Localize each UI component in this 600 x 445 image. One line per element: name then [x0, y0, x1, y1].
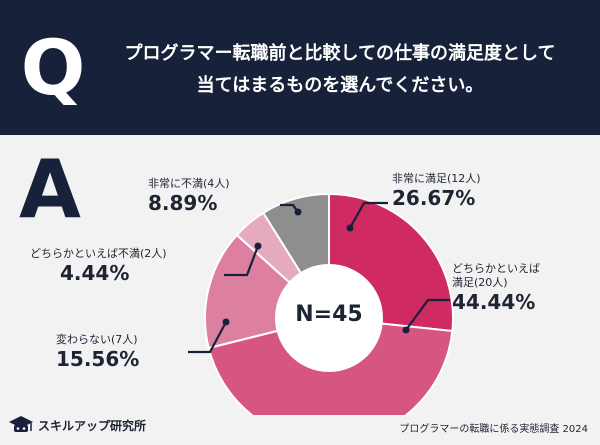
slice-percent-somewhat-dissatisfied: 4.44% [60, 261, 130, 285]
leader-dot-somewhat-dissatisfied [254, 242, 262, 250]
graduation-cap-icon [9, 416, 33, 432]
question-line-2: 当てはまるものを選んでください。 [196, 75, 484, 96]
label-somewhat-dissatisfied: どちらかといえば不満(2人) 4.44% [30, 247, 167, 285]
leader-line-somewhat-dissatisfied [224, 245, 260, 277]
label-very-satisfied: 非常に満足(12人) 26.67% [392, 172, 481, 210]
slice-percent-unchanged: 15.56% [56, 347, 140, 371]
question-header: Q プログラマー転職前と比較しての仕事の満足度として 当てはまるものを選んでくだ… [0, 0, 600, 135]
leader-line-very-satisfied [349, 201, 388, 229]
leader-dot-somewhat-satisfied [402, 326, 410, 334]
slice-label-somewhat-dissatisfied: どちらかといえば不満(2人) [30, 247, 167, 260]
leader-dot-very-satisfied [346, 224, 354, 232]
survey-title: プログラマーの転職に係る実態調査 2024 [399, 424, 588, 435]
slice-label-very-dissatisfied: 非常に不満(4人) [148, 177, 230, 190]
leader-line-somewhat-satisfied [405, 298, 450, 331]
slice-percent-very-dissatisfied: 8.89% [148, 191, 218, 215]
slice-label-unchanged: 変わらない(7人) [56, 333, 138, 346]
brand-logo: スキルアップ研究所 [8, 414, 146, 436]
center-label: N=45 [295, 302, 363, 327]
slice-label-somewhat-satisfied-2: 満足(20人) [452, 276, 508, 289]
label-somewhat-satisfied: どちらかといえば 満足(20人) 44.44% [452, 262, 540, 314]
leader-dot-very-dissatisfied [294, 208, 302, 216]
question-line-1: プログラマー転職前と比較しての仕事の満足度として [124, 43, 556, 64]
label-very-dissatisfied: 非常に不満(4人) 8.89% [148, 177, 230, 215]
slice-percent-somewhat-satisfied: 44.44% [452, 290, 536, 314]
q-letter: Q [20, 23, 86, 112]
donut-hole [275, 264, 383, 372]
slice-label-very-satisfied: 非常に満足(12人) [392, 172, 481, 185]
leader-dot-unchanged [222, 318, 230, 326]
a-letter: A [19, 143, 81, 236]
question-text: プログラマー転職前と比較しての仕事の満足度として 当てはまるものを選んでください… [100, 38, 580, 102]
label-unchanged: 変わらない(7人) 15.56% [56, 333, 139, 371]
brand-name: スキルアップ研究所 [38, 418, 147, 433]
slice-percent-very-satisfied: 26.67% [392, 186, 476, 210]
donut-chart [188, 192, 454, 415]
leader-line-unchanged [188, 321, 227, 354]
slice-label-somewhat-satisfied-1: どちらかといえば [452, 262, 540, 275]
